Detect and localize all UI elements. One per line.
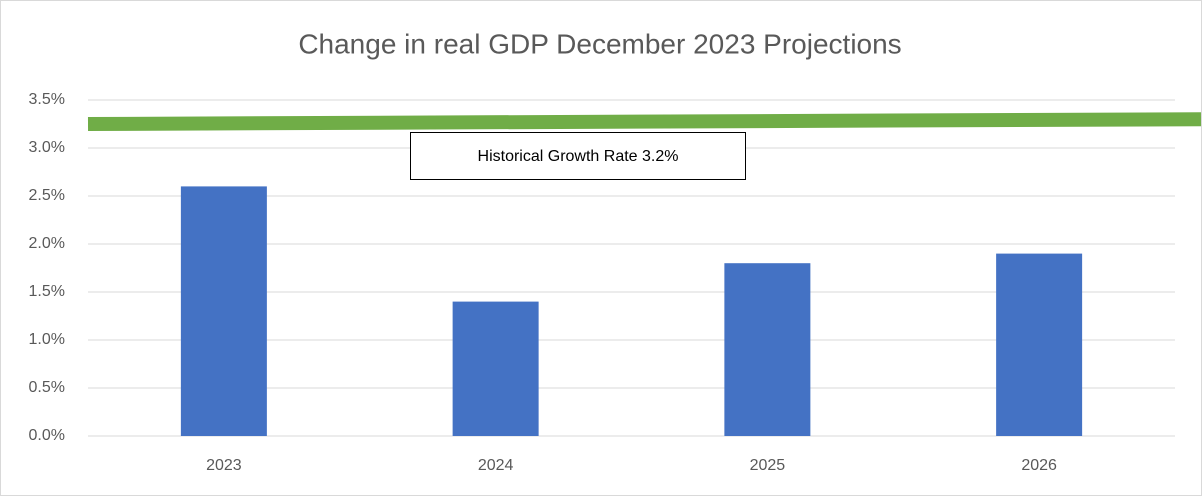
y-tick-label: 2.5% <box>29 187 65 204</box>
bar <box>452 301 539 436</box>
x-tick-label: 2026 <box>1021 457 1057 474</box>
y-tick-label: 1.0% <box>29 331 65 348</box>
annotation-box <box>410 132 746 180</box>
bar <box>996 253 1083 436</box>
x-tick-label: 2024 <box>478 457 514 474</box>
reference-line <box>87 112 1202 131</box>
y-tick-label: 2.0% <box>29 235 65 252</box>
y-tick-label: 0.5% <box>29 379 65 396</box>
bar <box>724 263 811 436</box>
x-tick-label: 2025 <box>750 457 786 474</box>
y-tick-label: 1.5% <box>29 283 65 300</box>
bar <box>180 186 267 436</box>
y-tick-label: 3.5% <box>29 91 65 108</box>
annotation: Historical Growth Rate 3.2% <box>478 148 679 165</box>
y-tick-label: 3.0% <box>29 139 65 156</box>
chart-title: Change in real GDP December 2023 Project… <box>298 28 901 59</box>
x-tick-label: 2023 <box>206 457 242 474</box>
y-tick-label: 0.0% <box>29 427 65 444</box>
